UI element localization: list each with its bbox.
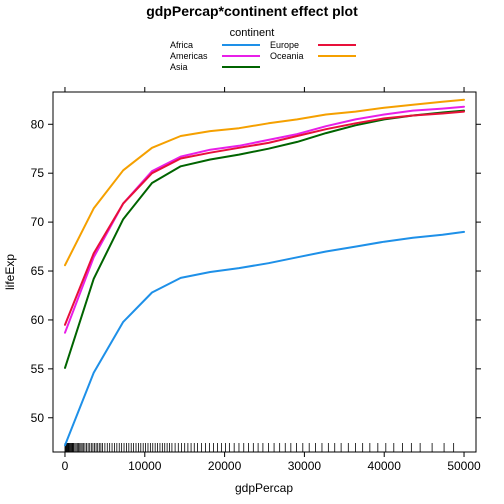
- series-line-africa: [64, 230, 465, 447]
- y-tick-label-1: 55: [31, 362, 45, 376]
- legend-label-asia: Asia: [170, 62, 188, 72]
- y-tick-label-3: 65: [31, 264, 45, 278]
- y-tick-label-4: 70: [31, 215, 45, 229]
- x-tick-label-0: 0: [62, 459, 69, 473]
- x-axis-label: gdpPercap: [235, 481, 293, 495]
- x-tick-label-3: 30000: [288, 459, 322, 473]
- x-tick-label-5: 50000: [447, 459, 481, 473]
- y-tick-label-5: 75: [31, 166, 45, 180]
- x-tick-label-4: 40000: [368, 459, 402, 473]
- y-tick-label-6: 80: [31, 117, 45, 131]
- x-tick-label-2: 20000: [208, 459, 242, 473]
- series-lines: [64, 98, 465, 447]
- legend-label-africa: Africa: [170, 40, 193, 50]
- rug-marks: [64, 443, 455, 452]
- y-tick-label-0: 50: [31, 411, 45, 425]
- legend-label-europe: Europe: [270, 40, 299, 50]
- plot-frame: [52, 91, 477, 453]
- series-line-americas: [64, 105, 465, 334]
- legend-label-oceania: Oceania: [270, 51, 304, 61]
- x-axis: 0 10000 20000 30000 40000 50000: [62, 87, 481, 473]
- series-line-oceania: [64, 98, 465, 267]
- series-line-europe: [64, 110, 465, 326]
- chart-title: gdpPercap*continent effect plot: [146, 3, 358, 19]
- x-tick-label-1: 10000: [128, 459, 162, 473]
- y-axis-label: lifeExp: [3, 254, 17, 290]
- legend-title: continent: [230, 27, 275, 39]
- legend-label-americas: Americas: [170, 51, 208, 61]
- y-tick-label-2: 60: [31, 313, 45, 327]
- plot-area: 50 55 60 65 70 75 80 0 10000 20000 30000 40000 5000…: [31, 87, 481, 473]
- y-axis: 50 55 60 65 70 75 80: [31, 117, 481, 425]
